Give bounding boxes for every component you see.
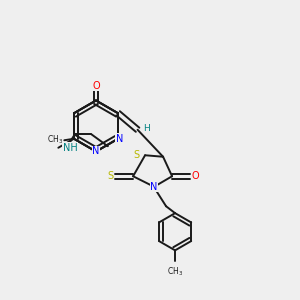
Text: CH$_3$: CH$_3$ [167,266,183,278]
Text: S: S [107,171,114,181]
Text: N: N [92,146,100,157]
Text: H: H [143,124,150,133]
Text: N: N [116,134,123,144]
Text: O: O [192,171,199,181]
Text: O: O [92,80,100,91]
Text: S: S [134,150,140,160]
Text: CH$_3$: CH$_3$ [47,134,63,146]
Text: NH: NH [63,143,78,153]
Text: N: N [150,182,158,192]
